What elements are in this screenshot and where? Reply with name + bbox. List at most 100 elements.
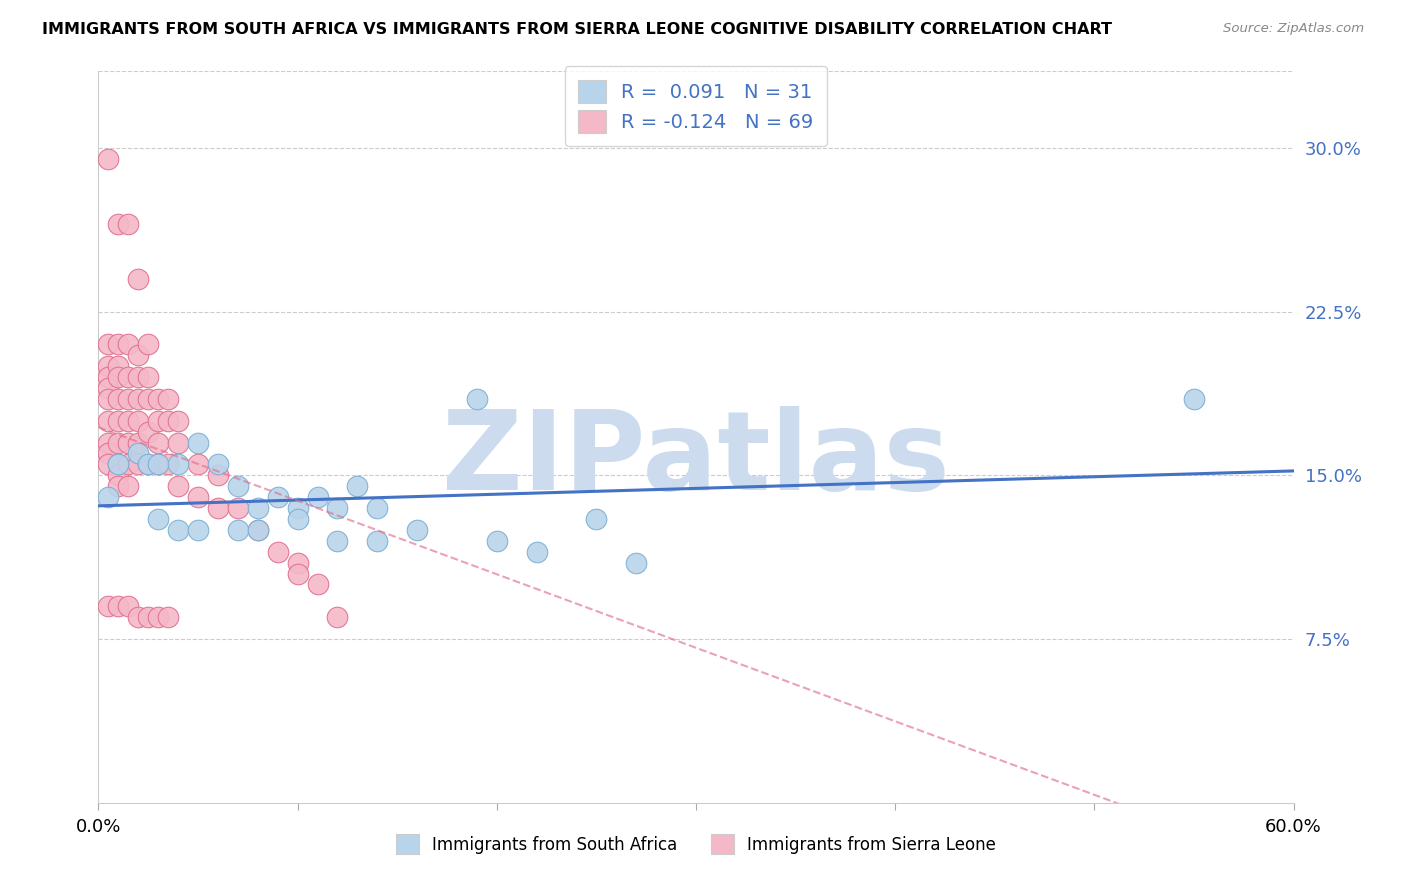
Point [267,490,290,504]
Point [167,523,190,537]
Point [127,272,149,286]
Point [107,468,129,483]
Text: ZIPatlas: ZIPatlas [441,406,950,513]
Point [148,512,170,526]
Point [148,458,170,472]
Point [287,501,309,516]
Point [326,501,349,516]
Point [107,458,129,472]
Point [366,533,388,548]
Point [167,458,190,472]
Point [117,217,139,231]
Point [187,458,209,472]
Point [157,392,180,406]
Point [187,523,209,537]
Point [246,523,269,537]
Point [148,458,170,472]
Point [97,446,120,460]
Point [127,446,149,460]
Point [167,479,190,493]
Point [287,512,309,526]
Point [127,392,149,406]
Point [97,152,120,166]
Point [127,458,149,472]
Point [526,545,548,559]
Point [307,577,329,591]
Point [187,490,209,504]
Point [127,348,149,362]
Point [136,337,159,351]
Point [626,556,648,570]
Point [107,479,129,493]
Point [207,468,229,483]
Point [167,414,190,428]
Point [326,533,349,548]
Point [326,610,349,624]
Point [136,458,159,472]
Point [107,337,129,351]
Point [127,414,149,428]
Point [107,217,129,231]
Point [117,599,139,614]
Point [107,599,129,614]
Point [246,501,269,516]
Point [485,533,508,548]
Point [226,523,249,537]
Point [157,414,180,428]
Point [117,414,139,428]
Point [585,512,607,526]
Point [148,392,170,406]
Point [97,458,120,472]
Point [97,359,120,373]
Point [1182,392,1205,406]
Point [307,490,329,504]
Point [287,556,309,570]
Point [148,610,170,624]
Point [136,425,159,439]
Point [117,435,139,450]
Point [157,458,180,472]
Legend: Immigrants from South Africa, Immigrants from Sierra Leone: Immigrants from South Africa, Immigrants… [389,828,1002,860]
Point [246,523,269,537]
Point [107,435,129,450]
Point [267,545,290,559]
Point [127,610,149,624]
Point [366,501,388,516]
Point [117,370,139,384]
Point [346,479,368,493]
Point [117,337,139,351]
Point [136,610,159,624]
Point [107,370,129,384]
Point [97,370,120,384]
Point [97,490,120,504]
Point [107,458,129,472]
Point [148,435,170,450]
Point [136,458,159,472]
Text: Source: ZipAtlas.com: Source: ZipAtlas.com [1223,22,1364,36]
Point [187,435,209,450]
Point [157,610,180,624]
Point [97,392,120,406]
Point [107,414,129,428]
Point [287,566,309,581]
Point [167,435,190,450]
Point [117,479,139,493]
Point [107,392,129,406]
Point [97,435,120,450]
Point [406,523,429,537]
Point [207,501,229,516]
Point [97,337,120,351]
Point [136,370,159,384]
Point [97,599,120,614]
Point [226,501,249,516]
Point [136,392,159,406]
Point [127,370,149,384]
Point [117,458,139,472]
Point [107,359,129,373]
Point [207,458,229,472]
Point [97,381,120,395]
Point [465,392,488,406]
Point [97,414,120,428]
Point [148,414,170,428]
Point [127,435,149,450]
